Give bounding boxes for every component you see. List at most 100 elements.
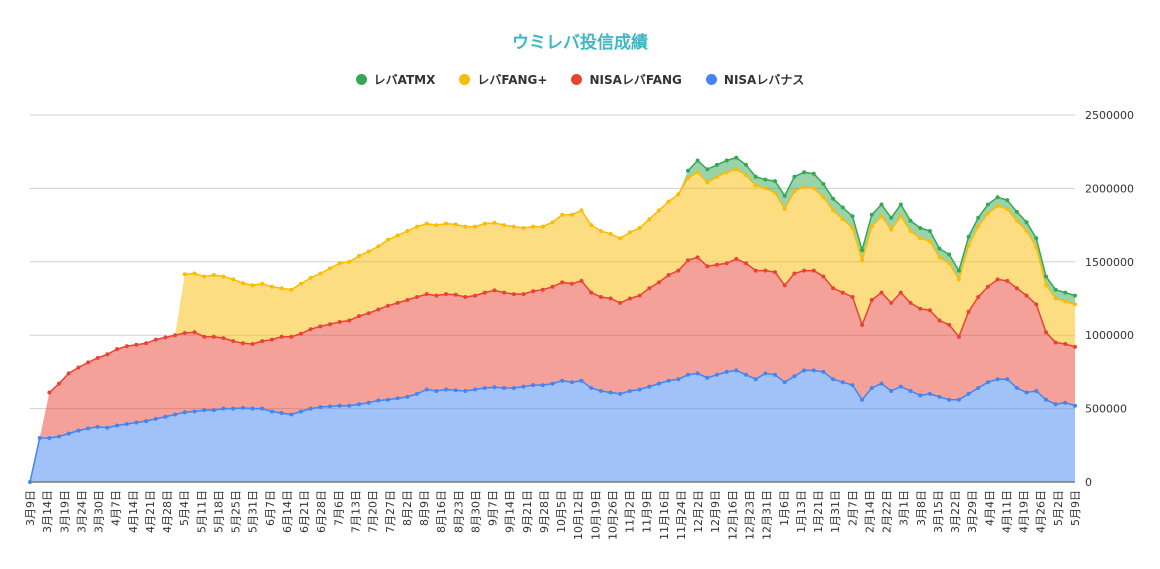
data-point bbox=[744, 261, 748, 266]
x-tick-label: 12月23日 bbox=[744, 490, 757, 540]
legend-swatch bbox=[459, 74, 471, 85]
data-point bbox=[860, 248, 865, 253]
data-point bbox=[502, 290, 507, 295]
data-point bbox=[386, 303, 390, 308]
data-point bbox=[627, 296, 632, 301]
data-point bbox=[589, 290, 594, 295]
x-tick-label: 5月2日 bbox=[1052, 490, 1065, 526]
data-point bbox=[47, 436, 52, 440]
data-point bbox=[1073, 302, 1077, 307]
data-point bbox=[453, 292, 458, 297]
chart-title: ウミレバ投信成績 bbox=[512, 33, 648, 53]
data-point bbox=[705, 180, 710, 185]
data-point bbox=[231, 406, 236, 411]
data-point bbox=[782, 380, 787, 385]
data-point bbox=[908, 300, 913, 305]
data-point bbox=[947, 252, 952, 257]
data-point bbox=[966, 234, 971, 239]
data-point bbox=[666, 378, 671, 383]
x-tick-label: 7月13日 bbox=[350, 490, 363, 533]
data-point bbox=[695, 158, 700, 163]
data-point bbox=[850, 226, 855, 230]
data-point bbox=[686, 258, 690, 263]
data-point bbox=[618, 236, 623, 241]
data-point bbox=[569, 380, 574, 385]
data-point bbox=[695, 371, 700, 376]
data-point bbox=[860, 322, 865, 327]
data-point bbox=[521, 292, 526, 297]
x-tick-label: 7月27日 bbox=[384, 490, 397, 533]
data-point bbox=[898, 290, 903, 295]
data-point bbox=[250, 406, 255, 411]
data-point bbox=[695, 255, 700, 260]
data-point bbox=[240, 281, 245, 286]
data-point bbox=[782, 207, 787, 211]
data-point bbox=[173, 412, 178, 417]
data-point bbox=[956, 268, 961, 273]
data-point bbox=[715, 162, 719, 167]
data-point bbox=[250, 342, 255, 346]
x-tick-label: 10月19日 bbox=[589, 490, 602, 540]
data-point bbox=[889, 389, 894, 393]
data-point bbox=[1005, 278, 1010, 283]
data-point bbox=[560, 378, 565, 383]
series-area bbox=[30, 257, 1075, 482]
data-point bbox=[482, 386, 487, 390]
x-tick-label: 5月18日 bbox=[212, 490, 225, 533]
data-point bbox=[366, 249, 371, 254]
data-point bbox=[869, 386, 874, 390]
data-point bbox=[337, 261, 342, 266]
data-point bbox=[927, 391, 932, 396]
y-tick-label: 2000000 bbox=[1085, 182, 1134, 195]
legend-label: レバATMX bbox=[373, 73, 436, 87]
data-point bbox=[898, 214, 903, 219]
data-point bbox=[976, 224, 981, 229]
data-point bbox=[289, 334, 294, 339]
data-point bbox=[647, 384, 652, 389]
data-point bbox=[1024, 293, 1029, 298]
data-point bbox=[308, 275, 313, 280]
data-point bbox=[386, 237, 390, 242]
data-point bbox=[531, 224, 536, 229]
data-point bbox=[531, 383, 536, 388]
data-point bbox=[705, 375, 710, 380]
data-point bbox=[715, 174, 719, 179]
data-point bbox=[744, 173, 748, 178]
x-tick-label: 12月16日 bbox=[726, 490, 739, 540]
x-tick-label: 2月7日 bbox=[846, 490, 859, 526]
data-point bbox=[1063, 342, 1068, 346]
data-point bbox=[579, 278, 584, 283]
data-point bbox=[821, 369, 826, 374]
x-tick-label: 4月4日 bbox=[983, 490, 996, 526]
data-point bbox=[647, 217, 652, 222]
data-point bbox=[163, 414, 168, 419]
data-point bbox=[656, 381, 661, 386]
data-point bbox=[269, 284, 274, 289]
y-tick-label: 0 bbox=[1085, 476, 1092, 489]
data-point bbox=[966, 309, 971, 314]
data-point bbox=[811, 171, 816, 176]
data-point bbox=[37, 436, 42, 440]
data-point bbox=[1073, 344, 1077, 349]
data-point bbox=[260, 281, 265, 286]
data-point bbox=[318, 405, 323, 410]
data-point bbox=[260, 339, 265, 344]
data-point bbox=[860, 397, 865, 402]
data-point bbox=[715, 262, 719, 267]
x-tick-label: 5月11日 bbox=[195, 490, 208, 533]
data-point bbox=[802, 368, 807, 373]
x-tick-label: 4月11日 bbox=[1001, 490, 1014, 533]
series-area bbox=[30, 370, 1075, 482]
data-point bbox=[889, 227, 894, 232]
data-point bbox=[550, 220, 555, 225]
data-point bbox=[405, 394, 410, 399]
data-point bbox=[589, 223, 594, 228]
data-point bbox=[221, 406, 226, 411]
x-tick-label: 1月21日 bbox=[812, 490, 825, 533]
data-point bbox=[434, 389, 439, 393]
data-point bbox=[1044, 330, 1048, 335]
data-point bbox=[686, 176, 690, 181]
data-point bbox=[86, 360, 91, 365]
data-point bbox=[221, 336, 226, 341]
data-point bbox=[269, 409, 274, 414]
